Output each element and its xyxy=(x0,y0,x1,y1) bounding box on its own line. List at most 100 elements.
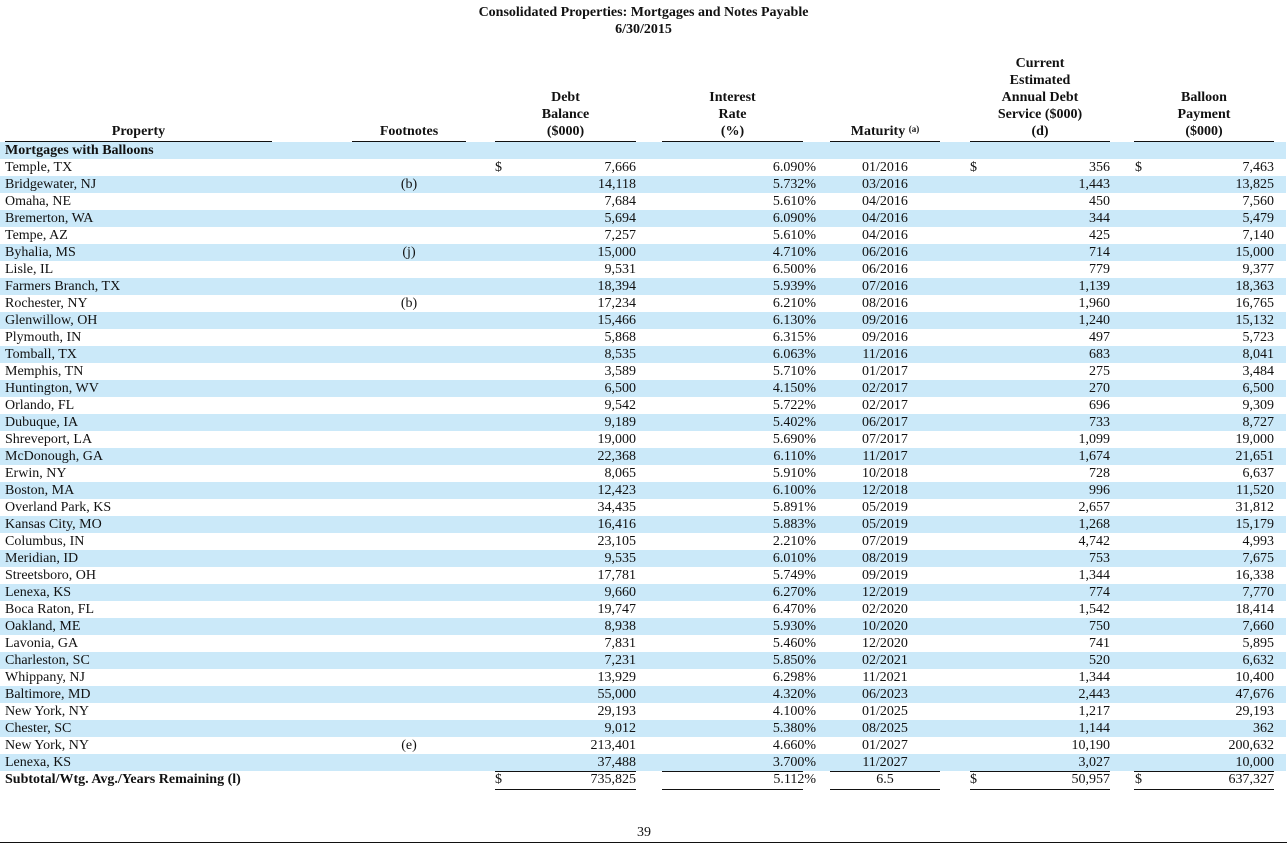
balloon-payment: 7,560 xyxy=(1242,194,1275,209)
interest-rate: 5.402% xyxy=(772,415,816,430)
header-rule xyxy=(1134,141,1274,142)
maturity-date: 02/2021 xyxy=(862,653,908,668)
maturity-date: 05/2019 xyxy=(862,500,908,515)
balloon-payment: 6,632 xyxy=(1242,653,1275,668)
property-name: Lavonia, GA xyxy=(5,636,79,651)
interest-rate: 4.710% xyxy=(772,245,816,260)
debt-service: 3,027 xyxy=(1078,755,1111,770)
balloon-payment: 7,463 xyxy=(1242,160,1275,175)
subtotal-rule xyxy=(1134,771,1274,772)
section-label: Mortgages with Balloons xyxy=(5,143,154,158)
interest-rate: 5.460% xyxy=(772,636,816,651)
document-title: Consolidated Properties: Mortgages and N… xyxy=(478,5,809,20)
table-row: Kansas City, MO 16,416 5.883% 05/2019 1,268 1… xyxy=(0,516,1286,533)
balloon-payment: 18,363 xyxy=(1235,279,1275,294)
property-name: Charleston, SC xyxy=(5,653,90,668)
property-name: Rochester, NY xyxy=(5,296,88,311)
maturity-date: 12/2019 xyxy=(862,585,908,600)
table-row: Chester, SC 9,012 5.380% 08/2025 1,144 362 xyxy=(0,720,1286,737)
table-row: Boca Raton, FL 19,747 6.470% 02/2020 1,542 18… xyxy=(0,601,1286,618)
table-row: Erwin, NY 8,065 5.910% 10/2018 728 6,637 xyxy=(0,465,1286,482)
currency-symbol: $ xyxy=(1135,160,1142,175)
header-line: Estimated xyxy=(1009,73,1071,88)
table-row: Lisle, IL 9,531 6.500% 06/2016 779 9,377 xyxy=(0,261,1286,278)
table-row: Tempe, AZ 7,257 5.610% 04/2016 425 7,140 xyxy=(0,227,1286,244)
maturity-date: 12/2020 xyxy=(862,636,908,651)
debt-service: 497 xyxy=(1089,330,1110,345)
balloon-payment: 15,000 xyxy=(1235,245,1275,260)
maturity-date: 01/2027 xyxy=(862,738,908,753)
debt-balance: 19,747 xyxy=(597,602,637,617)
property-name: New York, NY xyxy=(5,704,90,719)
balloon-payment: 16,338 xyxy=(1235,568,1275,583)
debt-service: 450 xyxy=(1089,194,1110,209)
table-row: Memphis, TN 3,589 5.710% 01/2017 275 3,484 xyxy=(0,363,1286,380)
header-rule xyxy=(830,141,940,142)
table-row: Omaha, NE 7,684 5.610% 04/2016 450 7,560 xyxy=(0,193,1286,210)
table-row: Whippany, NJ 13,929 6.298% 11/2021 1,344 10,4… xyxy=(0,669,1286,686)
table-row: New York, NY (e) 213,401 4.660% 01/2027 10,19… xyxy=(0,737,1286,754)
table-row: Oakland, ME 8,938 5.930% 10/2020 750 7,660 xyxy=(0,618,1286,635)
table-row: Byhalia, MS (j) 15,000 4.710% 06/2016 714 15,0… xyxy=(0,244,1286,261)
table-row: Lavonia, GA 7,831 5.460% 12/2020 741 5,895 xyxy=(0,635,1286,652)
table-row: Shreveport, LA 19,000 5.690% 07/2017 1,099 19… xyxy=(0,431,1286,448)
subtotal-rule xyxy=(495,789,636,790)
maturity-date: 09/2016 xyxy=(862,313,908,328)
balloon-payment: 13,825 xyxy=(1235,177,1275,192)
interest-rate: 4.150% xyxy=(772,381,816,396)
subtotal-maturity: 6.5 xyxy=(876,772,894,787)
debt-service: 1,542 xyxy=(1078,602,1111,617)
debt-balance: 9,535 xyxy=(604,551,637,566)
balloon-payment: 47,676 xyxy=(1235,687,1275,702)
balloon-payment: 9,309 xyxy=(1242,398,1275,413)
interest-rate: 5.610% xyxy=(772,228,816,243)
maturity-footnote: (a) xyxy=(908,124,920,134)
table-row: Baltimore, MD 55,000 4.320% 06/2023 2,443 47,… xyxy=(0,686,1286,703)
col-header-property: Property xyxy=(111,124,166,139)
maturity-date: 11/2027 xyxy=(862,755,908,770)
property-name: Oakland, ME xyxy=(5,619,81,634)
debt-service: 996 xyxy=(1089,483,1110,498)
maturity-date: 08/2025 xyxy=(862,721,908,736)
currency-symbol: $ xyxy=(495,772,502,787)
debt-service: 1,217 xyxy=(1078,704,1111,719)
footnote-ref: (b) xyxy=(400,296,418,311)
balloon-payment: 15,179 xyxy=(1235,517,1275,532)
header-rule xyxy=(5,141,272,142)
maturity-date: 06/2016 xyxy=(862,245,908,260)
currency-symbol: $ xyxy=(970,160,977,175)
interest-rate: 3.700% xyxy=(772,755,816,770)
debt-service: 1,344 xyxy=(1078,670,1111,685)
col-header-maturity: Maturity (a) xyxy=(830,123,940,140)
interest-rate: 6.210% xyxy=(772,296,816,311)
property-name: Lenexa, KS xyxy=(5,755,72,770)
debt-balance: 19,000 xyxy=(597,432,637,447)
debt-balance: 8,535 xyxy=(604,347,637,362)
debt-balance: 17,781 xyxy=(597,568,637,583)
header-line: Interest xyxy=(709,90,756,105)
debt-balance: 8,065 xyxy=(604,466,637,481)
maturity-date: 07/2017 xyxy=(862,432,908,447)
debt-balance: 16,416 xyxy=(597,517,637,532)
debt-service: 356 xyxy=(1089,160,1110,175)
interest-rate: 6.090% xyxy=(772,160,816,175)
debt-service: 750 xyxy=(1089,619,1110,634)
subtotal-rate: 5.112% xyxy=(773,772,816,787)
subtotal-rule xyxy=(830,789,940,790)
subtotal-rule xyxy=(495,771,636,772)
interest-rate: 6.063% xyxy=(772,347,816,362)
balloon-payment: 4,993 xyxy=(1242,534,1275,549)
col-header-footnotes: Footnotes xyxy=(379,124,439,139)
balloon-payment: 8,727 xyxy=(1242,415,1275,430)
debt-balance: 9,531 xyxy=(604,262,637,277)
table-row: $ $ $ Temple, TX 7,666 6.090% 01/2016 356 7,463 xyxy=(0,159,1286,176)
maturity-label: Maturity xyxy=(850,124,906,139)
debt-service: 733 xyxy=(1089,415,1110,430)
debt-balance: 15,466 xyxy=(597,313,637,328)
col-header-balloon: Balloon Payment ($000) xyxy=(1134,89,1274,140)
balloon-payment: 3,484 xyxy=(1242,364,1275,379)
debt-balance: 9,012 xyxy=(604,721,637,736)
property-name: Omaha, NE xyxy=(5,194,72,209)
header-rule xyxy=(352,141,466,142)
balloon-payment: 200,632 xyxy=(1228,738,1275,753)
